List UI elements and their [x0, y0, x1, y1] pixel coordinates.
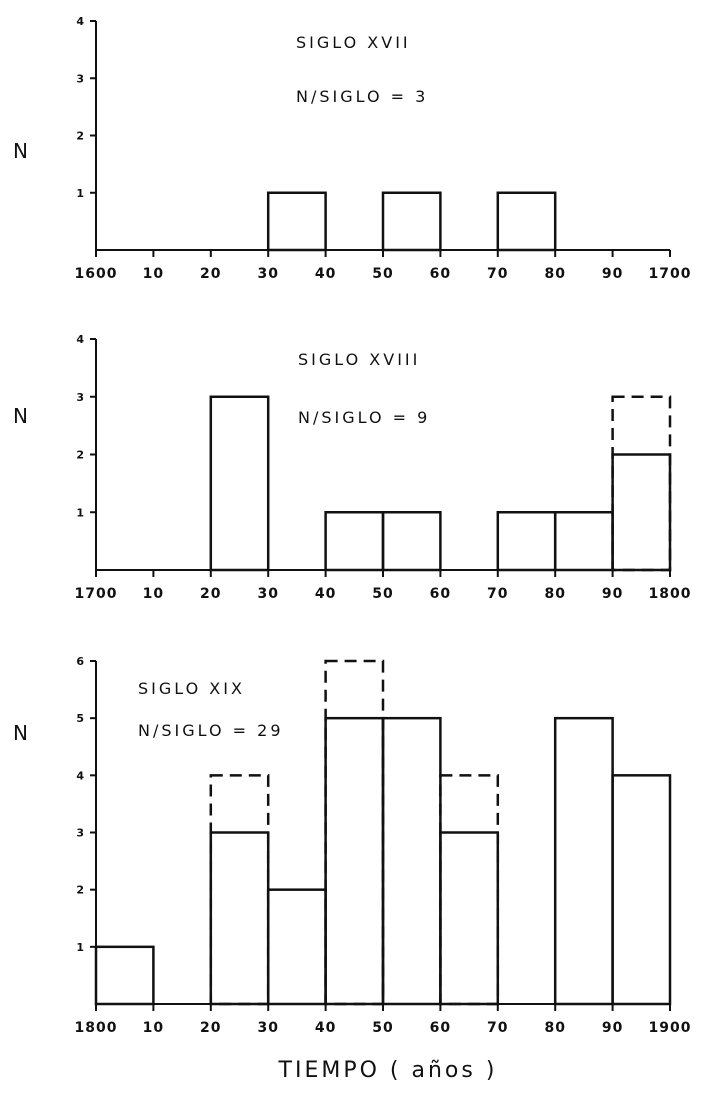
- bar: [381, 716, 442, 1006]
- chart-panel-2: 1 2 3 4 1700 10 20 30 40 50 60 70 80 90 1800 N SIGLO XVI…: [13, 333, 692, 602]
- y-tick-label: 3: [76, 391, 84, 404]
- x-tick-label: 80: [544, 586, 565, 602]
- x-tick-label: 50: [372, 266, 393, 282]
- x-tick-label: 30: [257, 1020, 278, 1036]
- y-tick-label: 3: [76, 72, 84, 85]
- x-tick-label: 10: [143, 586, 164, 602]
- x-axis-label: TIEMPO ( años ): [278, 1058, 498, 1083]
- x-tick-label: 1800: [75, 1020, 118, 1036]
- x-tick-label: 40: [315, 586, 336, 602]
- x-tick-label: 10: [143, 266, 164, 282]
- chart-panel-3: 1 2 3 4 5 6 1800 10 20 30 40 50 60 70 80 90 1900 N SIGLO X…: [13, 655, 692, 1083]
- y-axis-label: N: [13, 721, 28, 745]
- x-tick-label: 20: [200, 1020, 221, 1036]
- y-tick-label: 1: [76, 187, 84, 200]
- x-tick-label: 90: [602, 1020, 623, 1036]
- annotation: N/SIGLO = 29: [138, 721, 284, 740]
- x-tick-label: 30: [257, 266, 278, 282]
- bar: [266, 888, 327, 1006]
- bar: [496, 511, 557, 572]
- x-tick-label: 90: [602, 586, 623, 602]
- bar: [94, 945, 155, 1006]
- bar: [496, 191, 557, 252]
- x-tick-label: 20: [200, 586, 221, 602]
- x-tick-label: 1600: [75, 266, 118, 282]
- annotation: SIGLO XVII: [296, 33, 411, 52]
- x-tick-label: 60: [430, 1020, 451, 1036]
- bar: [381, 511, 442, 572]
- x-tick-label: 80: [544, 266, 565, 282]
- bar: [439, 831, 500, 1006]
- y-tick-label: 2: [76, 130, 84, 143]
- bar-dashed: [439, 774, 500, 1006]
- bar: [324, 716, 385, 1006]
- bar: [381, 191, 442, 252]
- chart-panel-1: 1 2 3 4 1600 10 20 30 40 50 60 70 80 90 1700 N SIGLO XVI…: [13, 15, 692, 282]
- x-tick-label: 1700: [649, 266, 692, 282]
- y-axis-label: N: [13, 139, 28, 163]
- y-tick-label: 4: [76, 333, 84, 346]
- x-tick-label: 10: [143, 1020, 164, 1036]
- bar-dashed: [611, 395, 672, 572]
- y-tick-label: 5: [76, 712, 84, 725]
- x-tick-label: 90: [602, 266, 623, 282]
- x-tick-label: 30: [257, 586, 278, 602]
- x-tick-label: 20: [200, 266, 221, 282]
- bar-dashed: [324, 659, 385, 1006]
- y-tick-label: 2: [76, 449, 84, 462]
- annotation: N/SIGLO = 3: [296, 87, 428, 106]
- x-tick-label: 70: [487, 266, 508, 282]
- bar: [209, 395, 270, 572]
- x-tick-label: 60: [430, 586, 451, 602]
- annotation: N/SIGLO = 9: [298, 408, 430, 427]
- bar: [209, 831, 270, 1006]
- x-tick-label: 50: [372, 1020, 393, 1036]
- x-tick-label: 40: [315, 266, 336, 282]
- x-tick-label: 1900: [649, 1020, 692, 1036]
- bar: [611, 453, 672, 572]
- bar: [553, 511, 614, 572]
- y-tick-label: 3: [76, 827, 84, 840]
- x-tick-label: 70: [487, 1020, 508, 1036]
- y-tick-label: 6: [76, 655, 84, 668]
- x-tick-label: 60: [430, 266, 451, 282]
- x-tick-label: 80: [544, 1020, 565, 1036]
- bar: [324, 511, 385, 572]
- bar-dashed: [209, 774, 270, 1006]
- x-tick-label: 1800: [649, 586, 692, 602]
- bar: [266, 191, 327, 252]
- x-tick-label: 40: [315, 1020, 336, 1036]
- x-tick-label: 50: [372, 586, 393, 602]
- x-tick-label: 1700: [75, 586, 118, 602]
- y-tick-label: 1: [76, 941, 84, 954]
- x-tick-label: 70: [487, 586, 508, 602]
- y-tick-label: 4: [76, 15, 84, 28]
- y-axis-label: N: [13, 404, 28, 428]
- annotation: SIGLO XVIII: [298, 350, 420, 369]
- y-tick-label: 1: [76, 506, 84, 519]
- bar: [611, 774, 672, 1006]
- y-tick-label: 4: [76, 769, 84, 782]
- y-tick-label: 2: [76, 884, 84, 897]
- bar: [553, 716, 614, 1006]
- annotation: SIGLO XIX: [138, 679, 245, 698]
